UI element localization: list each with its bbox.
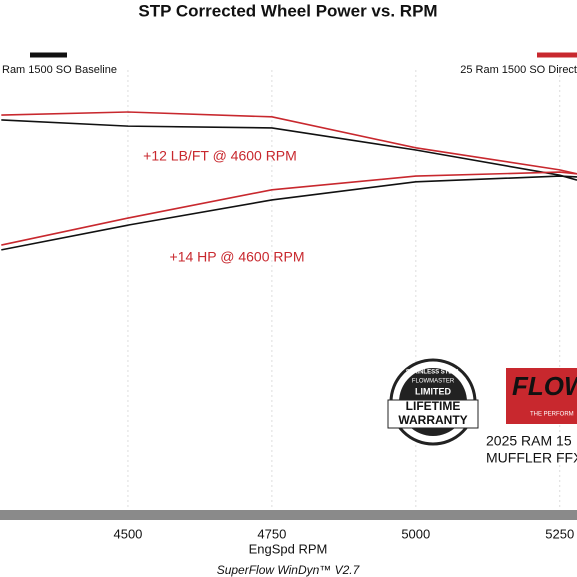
badge-text: STAINLESS STEEL <box>406 370 461 376</box>
badge-banner <box>387 399 479 429</box>
logo-box <box>506 368 577 424</box>
legend-label: Ram 1500 SO Baseline <box>2 64 117 76</box>
x-tick-label: 4500 <box>113 526 142 541</box>
footer: SuperFlow WinDyn™ V2.7 <box>217 563 361 577</box>
chart-title: STP Corrected Wheel Power vs. RPM <box>138 1 437 20</box>
badge-text: FLOWMASTER <box>412 379 455 385</box>
badge-text: WARRANTY <box>398 413 467 427</box>
line-torque <box>1 111 577 175</box>
legend-label: 25 Ram 1500 SO Direct <box>460 64 577 76</box>
x-axis-bar <box>0 510 577 520</box>
x-tick-label: 4750 <box>257 526 286 541</box>
x-tick-label: 5000 <box>401 526 430 541</box>
x-axis-label: EngSpd RPM <box>249 541 328 556</box>
logo-text: FLOW <box>512 371 577 401</box>
badge-text: LIMITED <box>415 386 451 396</box>
annotation: +12 LB/FT @ 4600 RPM <box>143 148 297 164</box>
logo-tagline: THE PERFORM <box>530 412 574 418</box>
line-hp <box>1 175 577 251</box>
product-text: MUFFLER FFX <box>486 450 577 466</box>
badge-text: LIFETIME <box>406 399 461 413</box>
annotation: +14 HP @ 4600 RPM <box>170 249 305 265</box>
line-hp <box>1 171 577 246</box>
brand-logo: FLOW THE PERFORM <box>506 368 577 424</box>
x-tick-label: 5250 <box>545 526 574 541</box>
warranty-badge: STAINLESS STEEL FLOWMASTER LIMITED LIFET… <box>387 358 479 446</box>
product-text: 2025 RAM 15 <box>486 433 572 449</box>
